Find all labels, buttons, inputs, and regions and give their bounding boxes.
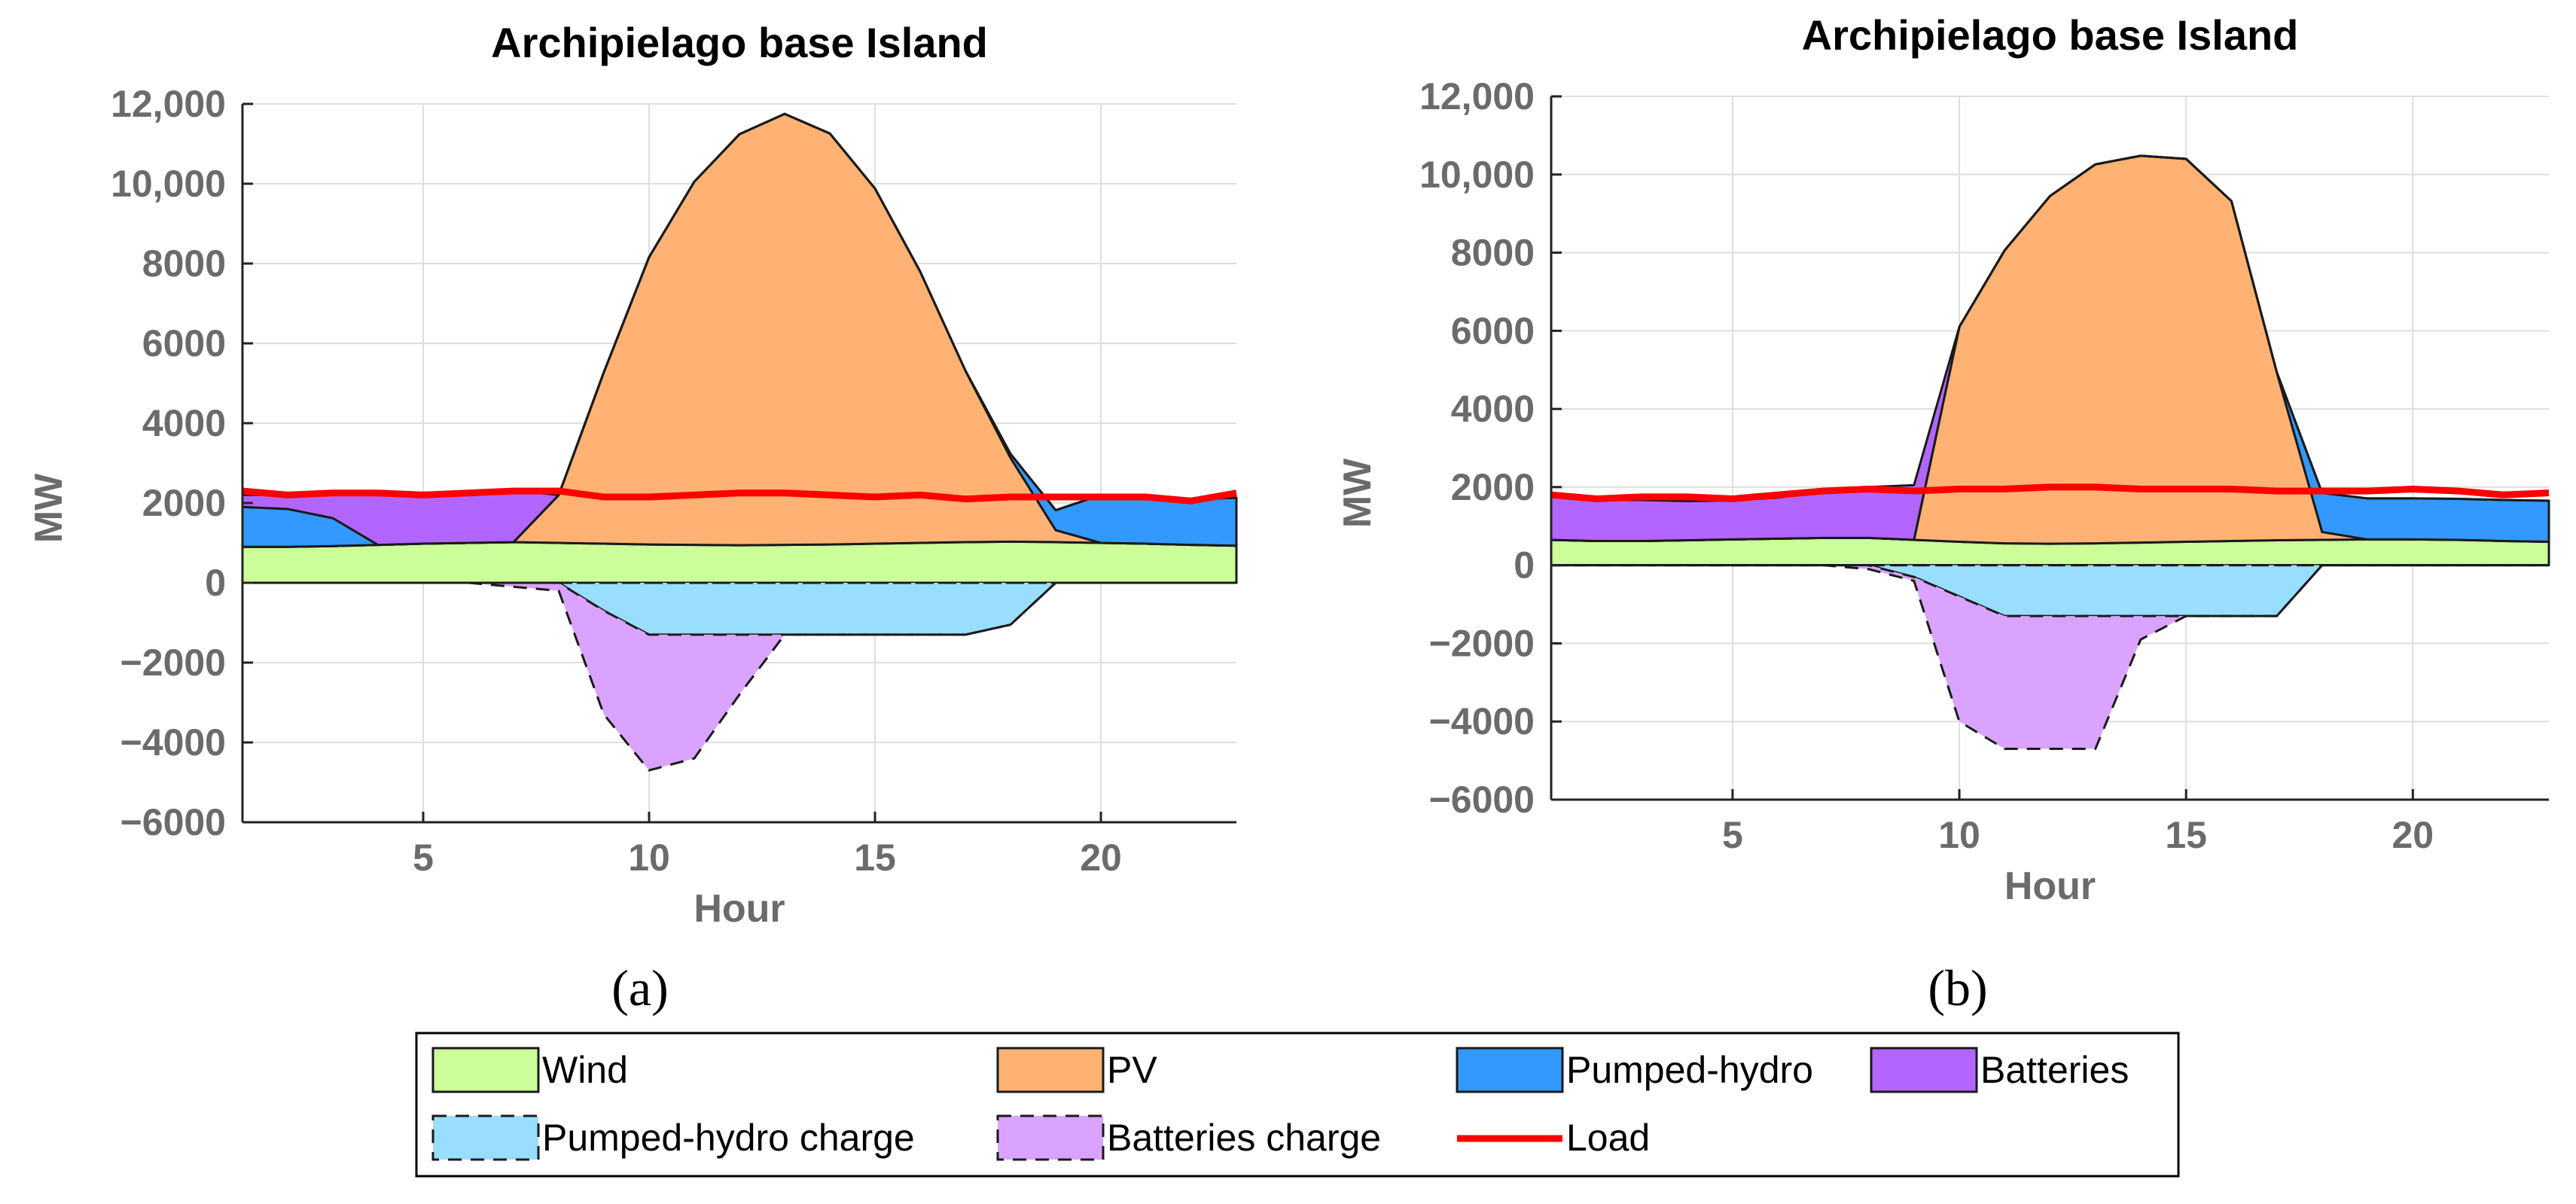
legend-swatch-pumped-hydro [1456, 1047, 1564, 1093]
chart-title: Archipielago base Island [491, 19, 988, 66]
series-load-line [1550, 483, 2550, 502]
y-tick-label: 6000 [142, 322, 226, 364]
legend-label-pv: PV [1107, 1049, 1157, 1091]
y-tick-label: 2000 [142, 482, 226, 524]
panel-a: −6000 −4000 −2000 0 2000 4000 6000 8000 10,000 12… [27, 19, 1238, 931]
y-tick-label: −2000 [1429, 622, 1535, 664]
legend-swatch-batteries [1870, 1047, 1978, 1093]
y-tick-label: 2000 [1451, 466, 1535, 508]
legend-swatch-wind [431, 1047, 540, 1093]
y-tick-label: 12,000 [111, 83, 226, 125]
y-axis-label: MW [27, 473, 71, 543]
x-tick-label: 20 [1080, 837, 1122, 879]
y-tick-label: 12,000 [1419, 75, 1535, 117]
series-wind-area [241, 540, 1238, 584]
y-tick-label: 4000 [142, 402, 226, 444]
legend-swatch-batteries-charge [996, 1114, 1105, 1161]
y-tick-label: 10,000 [111, 163, 226, 205]
x-tick-label: 10 [628, 837, 670, 879]
y-tick-label: −4000 [120, 721, 226, 764]
x-axis-label: Hour [2004, 864, 2096, 908]
y-tick-label: 6000 [1451, 309, 1535, 352]
series-load-line [242, 487, 1237, 504]
legend-swatch-pumped-hydro-charge [431, 1114, 540, 1161]
chart-title: Archipielago base Island [1802, 11, 2299, 59]
y-tick-label: −6000 [120, 801, 226, 843]
x-tick-label: 10 [1938, 814, 1980, 856]
legend-label-pumped-hydro-charge: Pumped-hydro charge [542, 1117, 915, 1159]
series-batteries-area [1550, 154, 2550, 542]
legend-label-pumped-hydro: Pumped-hydro [1566, 1049, 1813, 1091]
legend-label-wind: Wind [542, 1049, 628, 1091]
y-tick-label: 8000 [1451, 232, 1535, 274]
series-batteries-charge-area [1550, 564, 2550, 751]
y-tick-label: 10,000 [1419, 154, 1535, 196]
y-tick-label: 0 [1514, 544, 1535, 587]
x-axis-label: Hour [694, 887, 785, 931]
y-tick-label: −4000 [1429, 700, 1535, 742]
legend-swatch-pv [996, 1047, 1105, 1093]
panel-b: −6000 −4000 −2000 0 2000 4000 6000 8000 10,000 12… [1336, 11, 2550, 908]
x-tick-label: 15 [854, 837, 896, 879]
legend: Wind PV Pumped-hydro Batteries Pumped-hydro … [415, 1032, 2180, 1178]
legend-label-batteries-charge: Batteries charge [1107, 1117, 1381, 1159]
x-tick-label: 20 [2392, 814, 2434, 856]
panel-label-a: (a) [611, 959, 668, 1017]
y-tick-label: 4000 [1451, 388, 1535, 430]
panel-label-b: (b) [1928, 959, 1987, 1017]
series-batteries-charge-area [241, 581, 1238, 772]
y-tick-label: 0 [205, 562, 226, 604]
legend-label-load: Load [1566, 1117, 1650, 1159]
y-axis-label: MW [1336, 458, 1379, 528]
x-tick-label: 5 [1722, 814, 1743, 856]
y-tick-label: −6000 [1429, 779, 1535, 821]
y-tick-label: −2000 [120, 642, 226, 684]
x-tick-label: 5 [413, 837, 434, 879]
x-tick-label: 15 [2165, 814, 2207, 856]
y-tick-label: 8000 [142, 242, 226, 285]
legend-label-batteries: Batteries [1980, 1049, 2129, 1091]
